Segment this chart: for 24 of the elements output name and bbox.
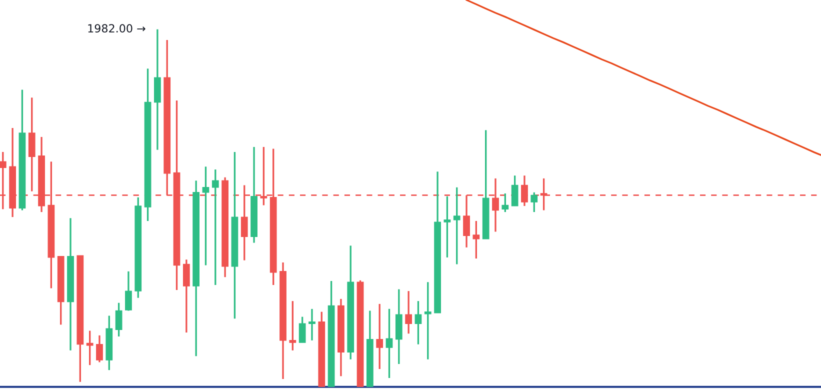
candlestick: [521, 174, 528, 207]
candlestick: [86, 330, 94, 366]
candlestick: [376, 303, 384, 370]
candlestick: [308, 308, 316, 342]
candlestick: [182, 258, 190, 334]
candlestick: [202, 166, 210, 266]
candlestick: [386, 308, 393, 379]
candlestick: [28, 96, 36, 192]
annotation: 1982.00 →: [88, 24, 146, 33]
candlestick: [405, 290, 412, 334]
candlestick: [424, 281, 432, 360]
candlestick: [502, 192, 509, 213]
candlestick: [125, 270, 132, 312]
candlestick: [530, 192, 538, 213]
candlestick: [453, 186, 460, 266]
candlestick: [96, 334, 103, 364]
candlestick: [289, 300, 296, 352]
candlestick: [414, 300, 422, 346]
candlestick: [511, 174, 518, 207]
candlestick: [472, 220, 480, 260]
candlestick: [298, 316, 306, 344]
candlestick: [444, 195, 451, 258]
candlestick: [212, 168, 219, 286]
candlestick: [115, 302, 122, 338]
